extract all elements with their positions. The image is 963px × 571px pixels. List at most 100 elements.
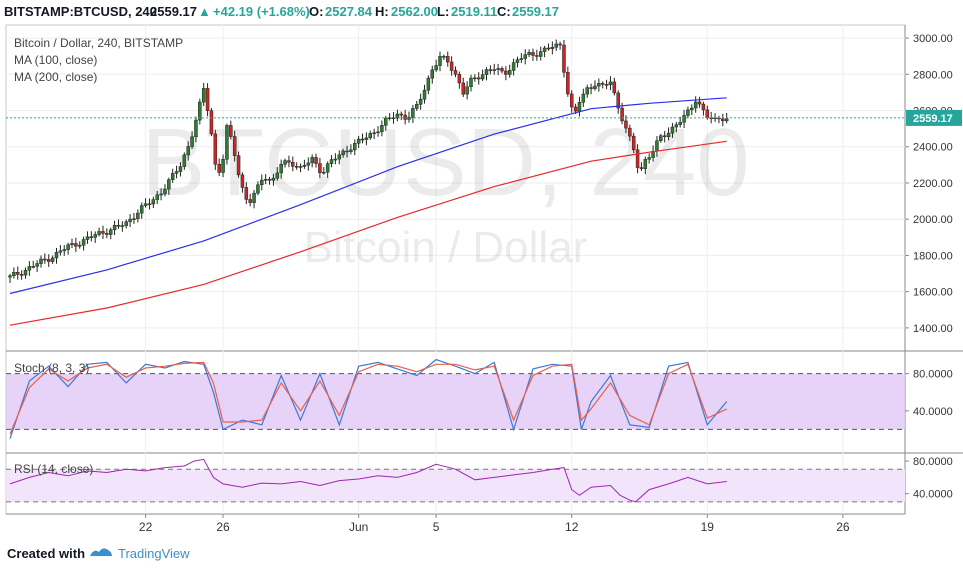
candle [337,154,342,160]
candle [701,103,706,111]
y-tick-label: 2800.00 [913,69,953,81]
candle [167,179,171,190]
candle [54,251,59,259]
candle [504,70,508,75]
candle [546,47,551,50]
candle [356,138,361,144]
candle [426,77,431,91]
candle [585,87,589,95]
candle [221,159,225,173]
symbol-label[interactable]: BITSTAMP:BTCUSD, 240 [4,4,157,19]
candle [151,199,156,205]
candle [678,121,682,125]
candle [116,224,121,227]
candle [562,44,566,73]
x-tick-label: 5 [433,520,440,534]
tradingview-logo-icon[interactable] [88,544,114,560]
candle [666,132,671,137]
candle [31,266,35,268]
candle [659,135,663,142]
candle [325,163,330,173]
candle [279,163,283,174]
candle [620,107,624,122]
candle [294,166,299,168]
x-tick-label: 19 [701,520,715,534]
candle [39,258,43,264]
candle [178,166,183,172]
candle [500,68,504,72]
y-tick-label: 2000.00 [913,214,953,226]
high-label: H: [375,4,389,19]
candle [628,127,632,137]
candle [333,158,338,161]
candle [353,143,357,151]
candle [112,224,117,231]
candle [124,221,128,226]
open-value: 2527.84 [325,4,372,19]
candle [66,244,70,250]
candle [93,234,97,238]
candle [97,231,101,235]
y-tick-label: 80.0000 [913,369,953,381]
candle [655,140,659,152]
candle [690,107,694,111]
last-price-tag [906,109,962,126]
candle [318,163,322,173]
rsi-line [9,458,727,503]
up-arrow-icon: ▲ [198,4,211,19]
candle [469,77,473,88]
candle [105,233,109,235]
candle [345,150,349,153]
tradingview-link[interactable]: TradingView [118,546,190,561]
candle [101,231,105,234]
candle [569,93,574,108]
candle [349,149,353,152]
candle [120,225,125,227]
candle [89,236,94,239]
candle [62,249,66,252]
candle [155,194,159,200]
candle [457,74,462,84]
candle [604,84,609,86]
candle [635,149,640,168]
legend-ma200: MA (200, close) [14,70,97,84]
candle [341,150,345,156]
candle [453,70,458,75]
candle [50,257,55,262]
candle [267,179,272,181]
candle [310,157,314,164]
candle [252,192,256,203]
legend-ma100: MA (100, close) [14,53,97,67]
rsi-title: RSI (14, close) [14,462,93,476]
candle [201,88,206,103]
candle [724,118,729,122]
candle [159,193,163,196]
candle [70,243,74,245]
candle [163,188,167,195]
candle [523,54,527,59]
stoch-line [9,361,727,435]
candle [449,61,454,71]
stoch-line [9,358,728,439]
y-tick-label: 3000.00 [913,33,953,45]
candle [263,179,268,181]
candle [217,163,221,173]
candle [686,109,690,116]
candle [329,159,334,164]
candle [298,166,303,168]
candle [306,162,311,166]
candle [476,77,481,80]
candle [415,104,419,109]
candle [395,113,400,119]
candle [573,106,578,112]
candle [108,229,113,235]
candle [643,159,648,169]
y-tick-label: 1600.00 [913,287,953,299]
y-tick-label: 80.0000 [913,456,953,468]
candle [186,146,190,156]
candle [597,83,601,87]
candle [275,172,280,179]
candle [46,259,51,262]
candle [182,154,187,167]
